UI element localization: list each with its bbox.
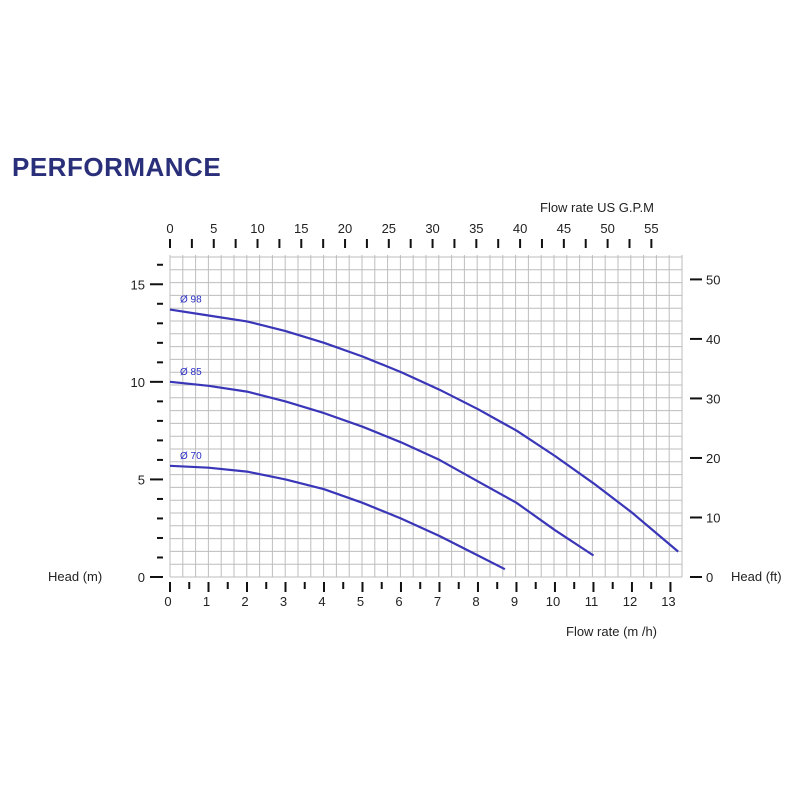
right-tick-label: 50 <box>706 272 720 287</box>
left-axis-label: Head (m) <box>48 569 102 584</box>
right-tick-label: 30 <box>706 391 720 406</box>
bottom-tick-label: 11 <box>585 594 599 609</box>
bottom-tick-label: 5 <box>357 594 364 609</box>
bottom-axis-label: Flow rate (m /h) <box>566 624 657 639</box>
right-tick-label: 10 <box>706 510 720 525</box>
bottom-tick-label: 7 <box>434 594 441 609</box>
top-tick-label: 40 <box>513 221 527 236</box>
right-tick-label: 20 <box>706 451 720 466</box>
top-tick-label: 15 <box>294 221 308 236</box>
bottom-tick-label: 9 <box>511 594 518 609</box>
bottom-tick-label: 13 <box>661 594 675 609</box>
top-tick-label: 25 <box>382 221 396 236</box>
bottom-tick-label: 4 <box>318 594 325 609</box>
chart-ticks: 0 1 2 3 4 5 6 7 8 9 10 11 12 130 5 10 15 20 25 30 35 40 45 50 55… <box>131 221 721 609</box>
bottom-tick-label: 12 <box>623 594 637 609</box>
top-tick-label: 45 <box>557 221 571 236</box>
top-tick-label: 20 <box>338 221 352 236</box>
right-tick-label: 40 <box>706 332 720 347</box>
bottom-tick-label: 2 <box>241 594 248 609</box>
top-axis-label: Flow rate US G.P.M <box>540 200 654 215</box>
right-tick-label: 0 <box>706 570 713 585</box>
top-tick-label: 35 <box>469 221 483 236</box>
page-title: PERFORMANCE <box>12 152 222 182</box>
series-curve <box>169 308 679 553</box>
left-tick-label: 10 <box>131 375 145 390</box>
top-tick-label: 50 <box>600 221 614 236</box>
bottom-tick-label: 8 <box>472 594 479 609</box>
left-tick-label: 5 <box>138 472 145 487</box>
top-tick-label: 55 <box>644 221 658 236</box>
right-axis-label: Head (ft) <box>731 569 782 584</box>
bottom-tick-label: 1 <box>203 594 210 609</box>
top-tick-label: 0 <box>166 221 173 236</box>
bottom-tick-label: 10 <box>546 594 560 609</box>
series-label: Ø 70 <box>180 451 202 462</box>
left-tick-label: 0 <box>138 570 145 585</box>
top-tick-label: 10 <box>250 221 264 236</box>
series-label: Ø 98 <box>180 295 202 306</box>
series-curve <box>169 464 506 571</box>
bottom-tick-label: 0 <box>164 594 171 609</box>
top-tick-label: 30 <box>425 221 439 236</box>
left-tick-label: 15 <box>131 277 145 292</box>
series-curve <box>169 380 595 557</box>
bottom-tick-label: 6 <box>395 594 402 609</box>
chart-curves: Ø 98 Ø 85 Ø 70 <box>169 295 679 571</box>
top-tick-label: 5 <box>210 221 217 236</box>
bottom-tick-label: 3 <box>280 594 287 609</box>
series-label: Ø 85 <box>180 367 202 378</box>
